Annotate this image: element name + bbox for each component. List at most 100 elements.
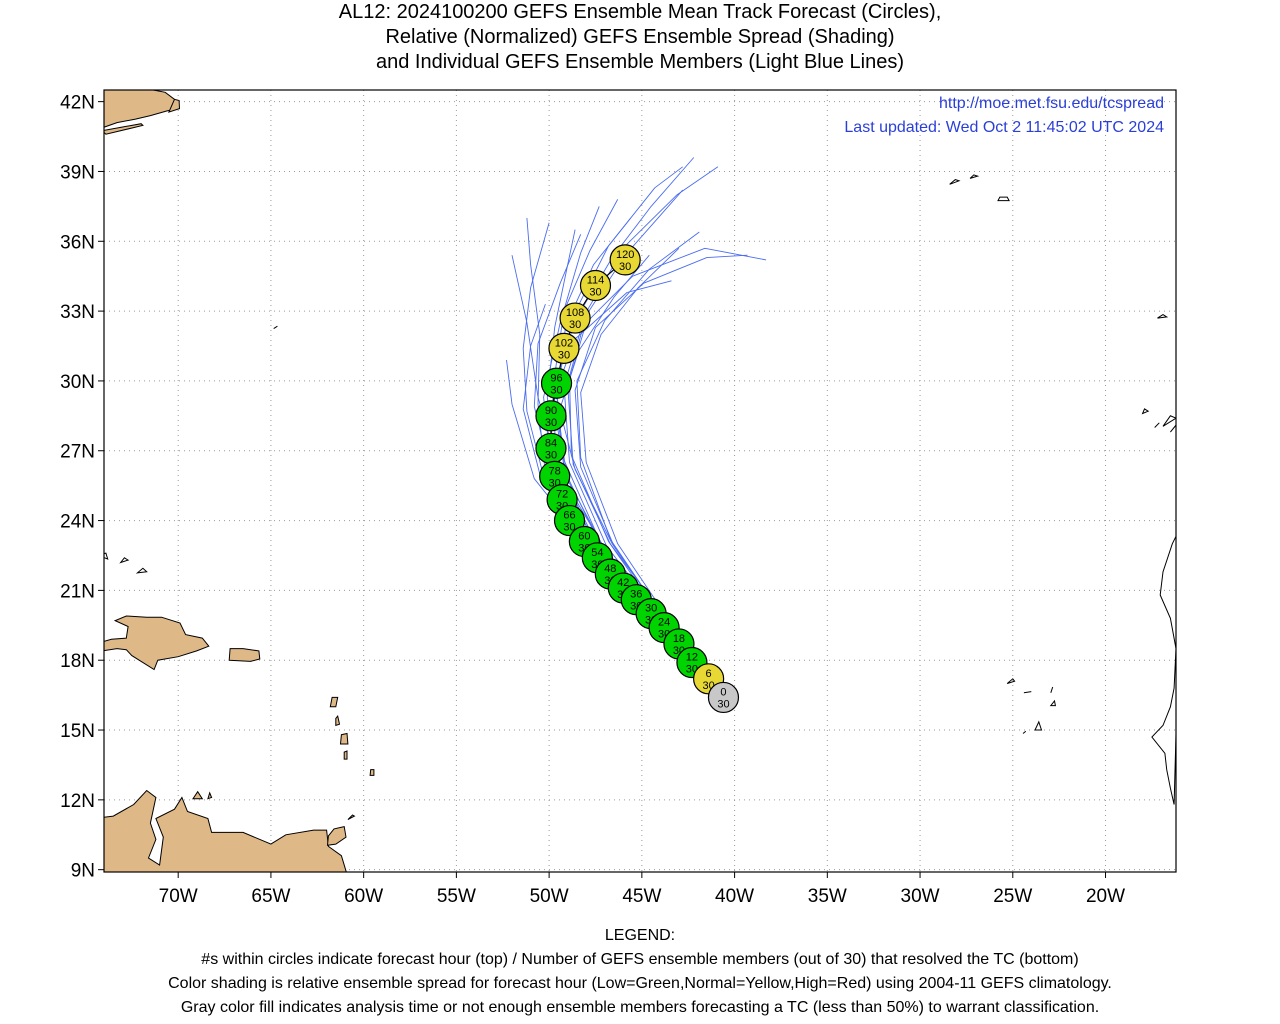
tick-label-lat: 36N <box>60 232 95 253</box>
forecast-circle-fill <box>540 367 573 399</box>
canary-island-2 <box>1162 415 1176 427</box>
forecast-circle-fill <box>579 269 612 302</box>
forecast-hour-label: 18 <box>673 633 685 645</box>
member-count-label: 30 <box>550 384 562 396</box>
tick-label-lon: 40W <box>715 886 754 907</box>
title-line-2: Relative (Normalized) GEFS Ensemble Spre… <box>385 26 895 48</box>
forecast-circle-fill <box>548 332 580 364</box>
africa-coast-west <box>1151 535 1176 805</box>
cape-verde-fogo <box>1022 730 1027 734</box>
forecast-hour-label: 36 <box>630 589 642 601</box>
forecast-circle-fill <box>609 244 641 276</box>
trinidad-land <box>326 825 347 846</box>
source-url-link[interactable]: http://moe.met.fsu.edu/tcspread <box>939 95 1164 112</box>
tick-label-lat: 30N <box>60 372 95 393</box>
forecast-hour-label: 114 <box>587 275 605 287</box>
forecast-hour-label: 0 <box>720 686 726 698</box>
caicos-island <box>119 557 130 564</box>
tick-label-lat: 42N <box>60 93 95 114</box>
st-lucia-land <box>343 750 348 760</box>
member-count-label: 30 <box>558 349 570 361</box>
forecast-hour-label: 24 <box>658 617 670 629</box>
tick-label-lat: 27N <box>60 442 95 463</box>
legend-line-2: Color shading is relative ensemble sprea… <box>168 975 1112 992</box>
bahamas-island <box>104 552 109 560</box>
tick-label-lat: 21N <box>60 581 95 602</box>
tick-label-lat: 12N <box>60 791 95 812</box>
member-count-label: 30 <box>556 501 568 513</box>
forecast-hour-label: 84 <box>545 437 557 449</box>
canary-island-1 <box>1141 408 1150 415</box>
new-england-land <box>104 90 179 128</box>
forecast-hour-label: 60 <box>578 531 590 543</box>
forecast-hour-label: 120 <box>616 249 634 261</box>
tick-label-lat: 9N <box>71 861 95 882</box>
south-america-land <box>104 789 347 872</box>
ensemble-mean-track: 1203011430108301023096309030843078307230… <box>535 244 740 714</box>
canary-island-3 <box>1154 422 1160 428</box>
forecast-hour-label: 42 <box>617 577 629 589</box>
axis-ticks: 70W 65W 60W 55W 50W 45W 40W 35W 30W 25W 20W 9N 12N 15… <box>60 93 1125 907</box>
forecast-circle: 030 <box>707 681 740 714</box>
tick-label-lon: 70W <box>159 886 198 907</box>
forecast-hour-label: 66 <box>563 510 575 522</box>
map-frame <box>103 89 1177 873</box>
tick-label-lon: 45W <box>622 886 661 907</box>
forecast-circle-fill <box>559 302 591 334</box>
member-count-label: 30 <box>545 417 557 429</box>
guadeloupe-land <box>329 696 339 708</box>
africa-coast-north <box>1170 424 1176 433</box>
chart-title: AL12: 2024100200 GEFS Ensemble Mean Trac… <box>0 0 1280 75</box>
bonaire-land <box>207 791 213 800</box>
tick-label-lon: 20W <box>1086 886 1125 907</box>
curacao-land <box>192 790 204 800</box>
member-count-label: 30 <box>717 698 729 710</box>
azores-terceira <box>969 174 980 179</box>
tick-label-lon: 30W <box>901 886 940 907</box>
member-count-label: 30 <box>589 287 601 299</box>
member-count-label: 30 <box>545 449 557 461</box>
map-background <box>104 90 1176 872</box>
cape-cod-land <box>167 98 181 113</box>
forecast-hour-label: 72 <box>556 489 568 501</box>
tick-label-lon: 35W <box>808 886 847 907</box>
member-count-label: 30 <box>569 319 581 331</box>
forecast-circle-fill <box>707 681 740 714</box>
legend-line-3: Gray color fill indicates analysis time … <box>180 999 1100 1016</box>
forecast-hour-label: 102 <box>555 337 573 349</box>
legend-line-1: #s within circles indicate forecast hour… <box>201 951 1079 968</box>
tick-label-lat: 24N <box>60 512 95 533</box>
forecast-hour-label: 48 <box>604 563 616 575</box>
bermuda-island <box>273 325 278 330</box>
forecast-hour-label: 6 <box>706 668 712 680</box>
forecast-hour-label: 30 <box>645 603 657 615</box>
title-line-1: AL12: 2024100200 GEFS Ensemble Mean Trac… <box>338 1 942 23</box>
landmasses <box>104 90 1176 872</box>
forecast-hour-label: 12 <box>686 652 698 664</box>
forecast-circle-fill <box>535 400 567 432</box>
tick-label-lat: 18N <box>60 651 95 672</box>
azores-sao-miguel <box>997 196 1010 202</box>
tick-label-lon: 60W <box>344 886 383 907</box>
barbados-land <box>369 769 375 776</box>
forecast-hour-label: 96 <box>550 372 562 384</box>
dominica-land <box>335 714 341 727</box>
legend-heading: LEGEND: <box>604 927 676 944</box>
cape-verde-sao-nicolau <box>1023 691 1032 694</box>
cape-verde-sal <box>1050 686 1054 693</box>
title-line-3: and Individual GEFS Ensemble Members (Li… <box>375 51 905 73</box>
legend: LEGEND: #s within circles indicate forec… <box>0 924 1280 1020</box>
tick-label-lat: 15N <box>60 721 95 742</box>
member-count-label: 30 <box>619 261 631 273</box>
tick-label-lat: 39N <box>60 162 95 183</box>
martinique-land <box>339 732 349 745</box>
forecast-hour-label: 90 <box>545 405 557 417</box>
cape-verde-santiago <box>1034 720 1043 731</box>
forecast-hour-label: 78 <box>549 465 561 477</box>
